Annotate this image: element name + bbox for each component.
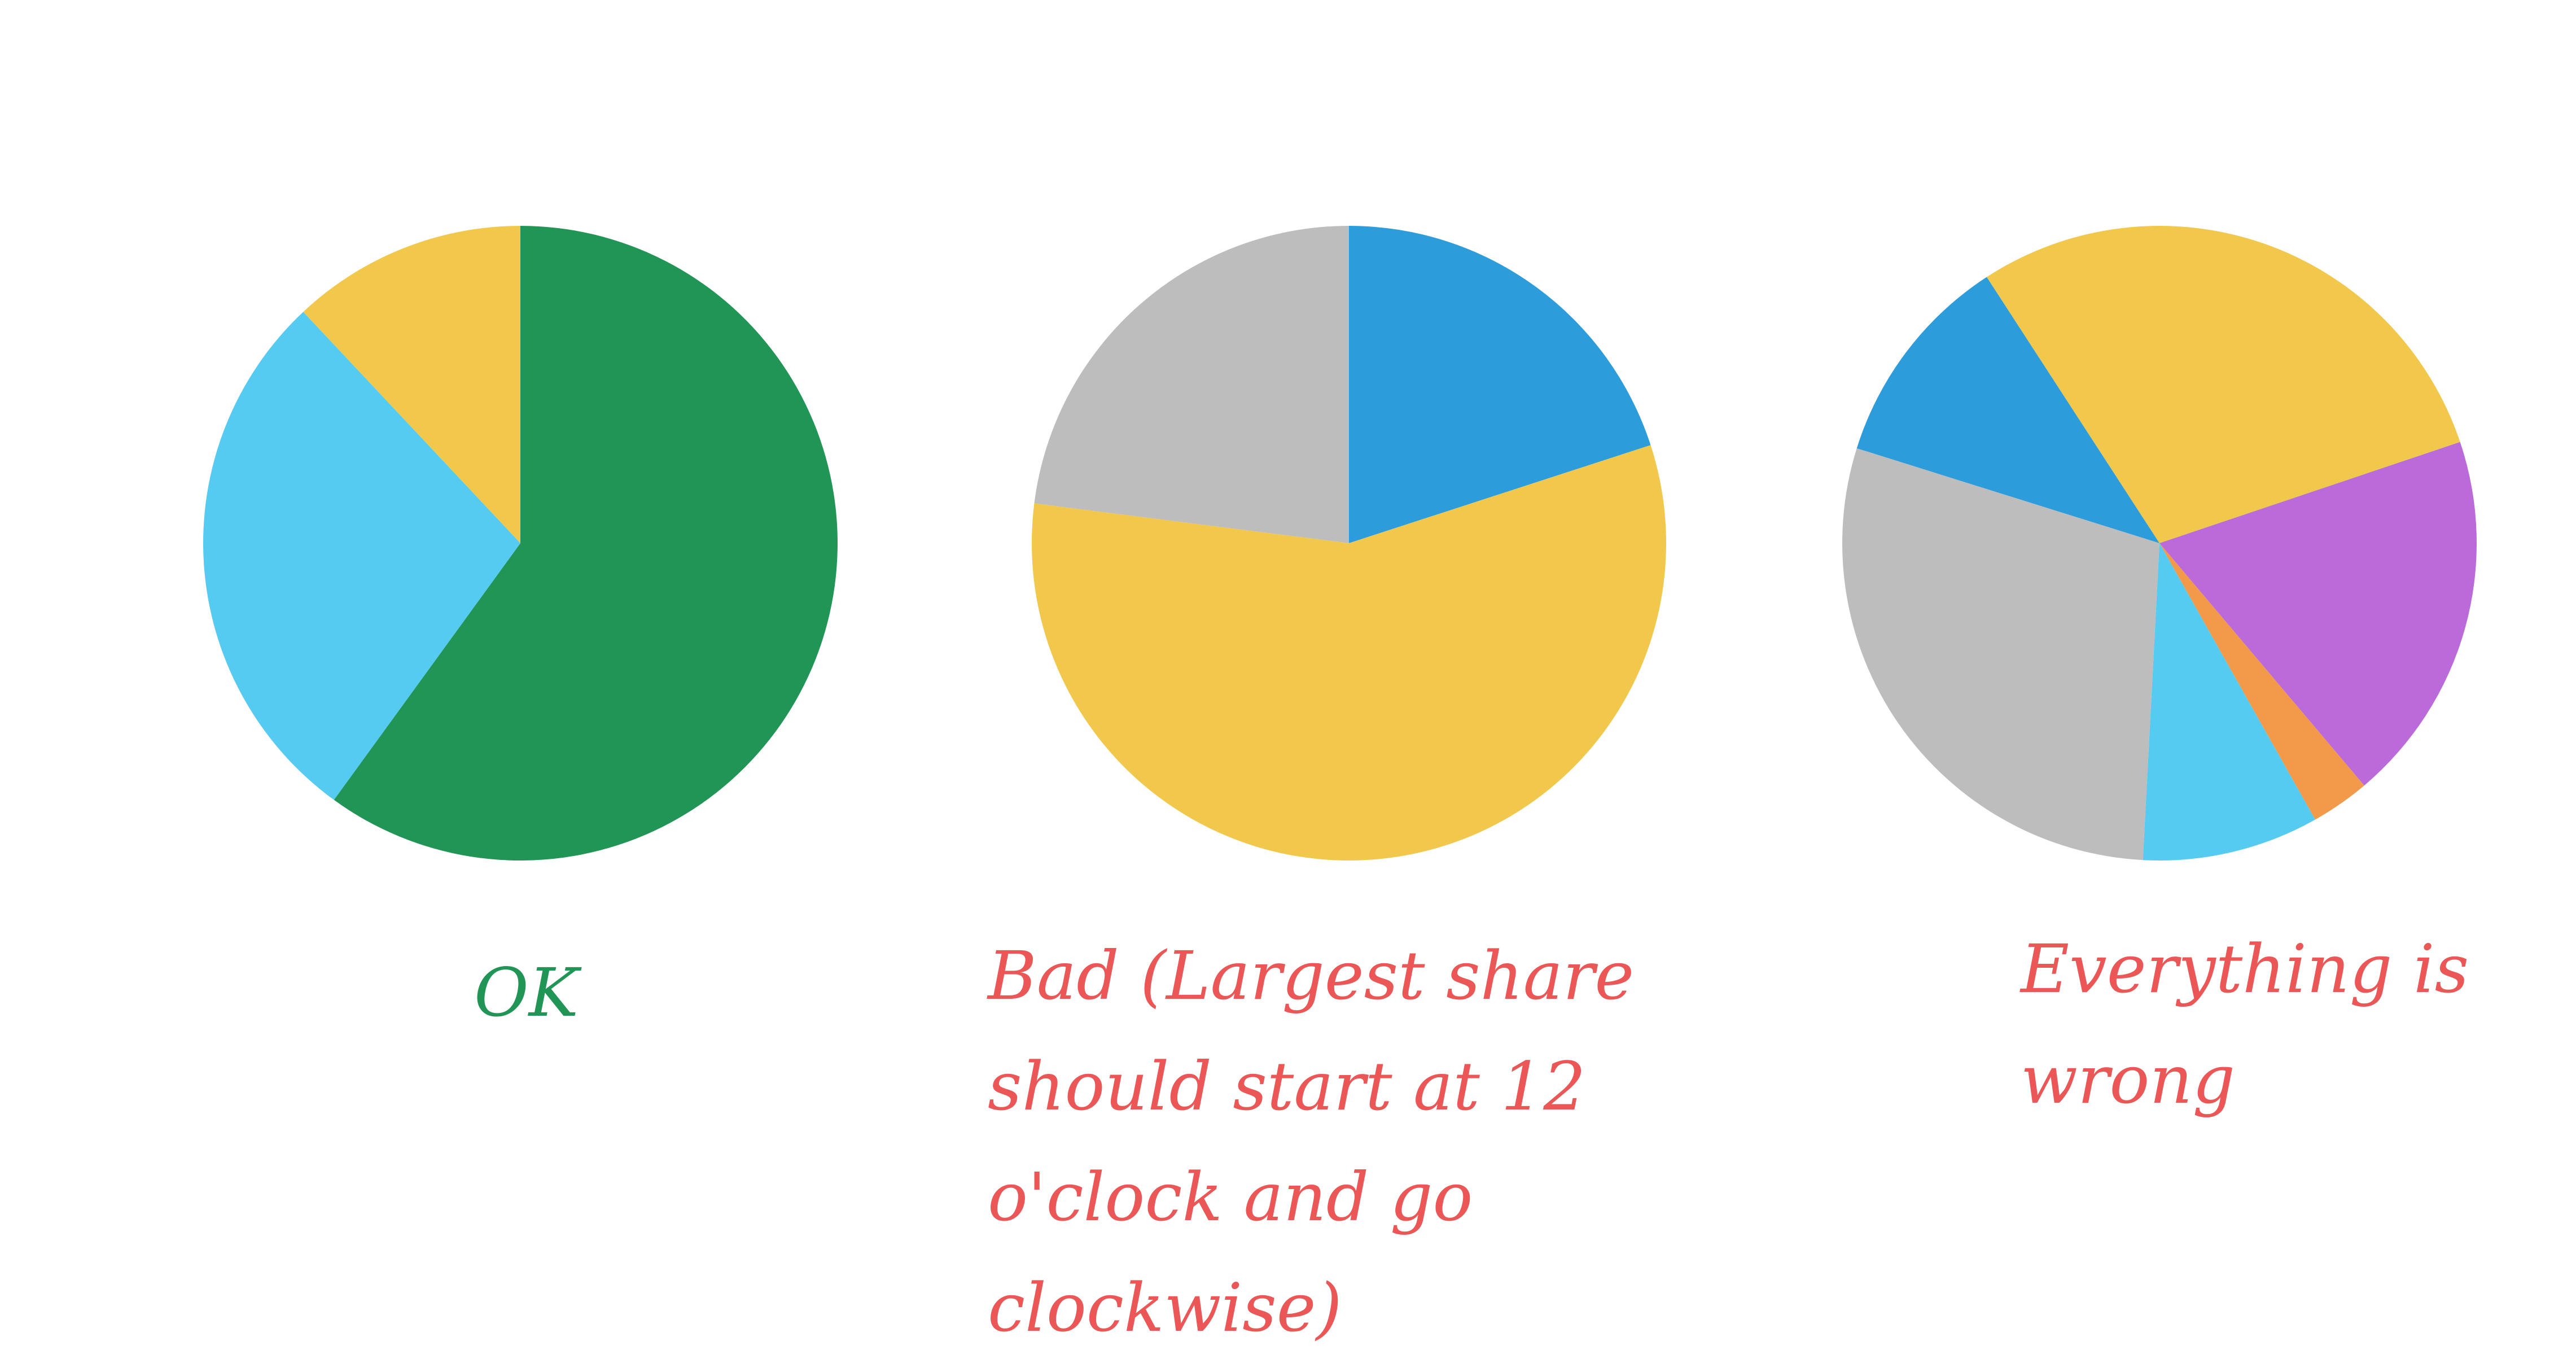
pie-slice [2159, 543, 2364, 820]
pie-slice [334, 226, 838, 861]
pie-slice [2159, 442, 2477, 786]
pie-slice [1856, 277, 2159, 543]
caption-ok: OK [474, 954, 579, 1032]
pie-slice [1842, 448, 2159, 860]
pie-slice [2143, 543, 2315, 860]
pie-chart-everything-wrong [1842, 225, 2477, 860]
caption-bad: Bad (Largest share should start at 12 o'… [988, 937, 1635, 1347]
pie-charts-figure [203, 225, 2477, 861]
pie-slice [1034, 226, 1349, 543]
pie-slice [203, 312, 520, 800]
pie-chart-ok [203, 226, 838, 861]
pie-slice [1986, 225, 2460, 543]
pie-slice [303, 226, 520, 543]
caption-everything-wrong: Everything is wrong [2021, 930, 2469, 1119]
pie-slice [1349, 226, 1651, 543]
pie-chart-bad [1031, 226, 1666, 861]
pie-slice [1031, 445, 1666, 861]
